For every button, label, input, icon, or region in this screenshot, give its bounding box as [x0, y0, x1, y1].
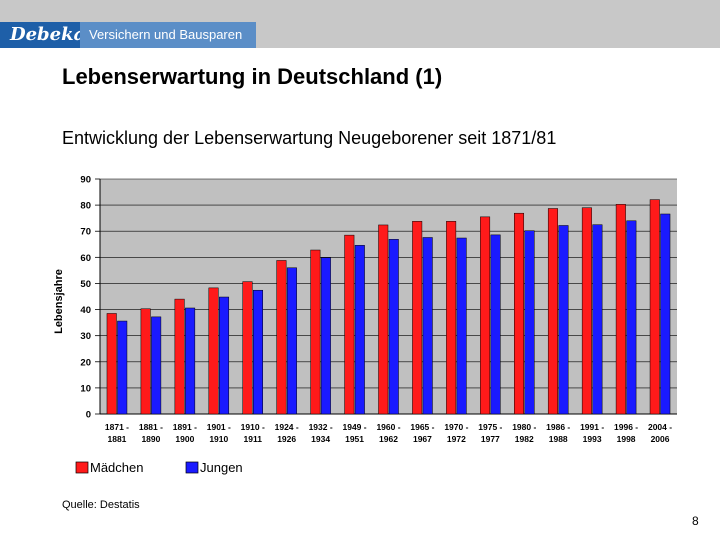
- x-tick-label: 1911: [244, 434, 263, 444]
- x-tick-label: 1951: [345, 434, 364, 444]
- y-tick-label: 20: [80, 357, 91, 368]
- x-tick-label: 1910 -: [241, 422, 265, 432]
- y-tick-label: 0: [86, 410, 91, 421]
- bar-jungen: [558, 225, 569, 415]
- page-number: 8: [692, 514, 699, 528]
- x-tick-label: 1901 -: [207, 422, 231, 432]
- x-tick-label: 1910: [209, 434, 228, 444]
- x-tick-label: 1982: [515, 434, 534, 444]
- x-tick-label: 1993: [583, 434, 602, 444]
- x-tick-label: 1980 -: [512, 422, 536, 432]
- x-tick-label: 1890: [141, 434, 160, 444]
- bar-maedchen: [615, 204, 626, 415]
- bar-maedchen: [581, 207, 592, 415]
- bar-jungen: [252, 289, 263, 415]
- x-tick-label: 1977: [481, 434, 500, 444]
- bar-maedchen: [378, 224, 389, 415]
- life-expectancy-chart: 0 10 20 30 40 50 60 70 80 90 Lebensjahre 1871 - 1881…: [53, 175, 677, 475]
- header-bar: Debeka Versichern und Bausparen: [0, 0, 720, 48]
- x-tick-label: 1996 -: [614, 422, 638, 432]
- x-tick-label: 1967: [413, 434, 432, 444]
- chart-title: Entwicklung der Lebenserwartung Neugebor…: [62, 128, 557, 148]
- x-tick-label: 1924 -: [275, 422, 299, 432]
- bar-jungen: [185, 307, 196, 415]
- legend-swatch-maedchen: [75, 461, 89, 474]
- x-tick-label: 1965 -: [410, 422, 434, 432]
- x-tick-label: 1932 -: [309, 422, 333, 432]
- plot-area: [100, 179, 677, 414]
- x-tick-label: 2004 -: [648, 422, 672, 432]
- bar-maedchen: [446, 221, 457, 415]
- x-tick-label: 1960 -: [376, 422, 400, 432]
- y-tick-label: 50: [80, 279, 91, 290]
- bar-maedchen: [310, 249, 321, 415]
- x-tick-label: 1998: [617, 434, 636, 444]
- bar-maedchen: [174, 298, 185, 415]
- y-tick-label: 60: [80, 253, 91, 264]
- bar-jungen: [456, 237, 467, 415]
- bar-maedchen: [412, 221, 423, 415]
- bar-maedchen: [276, 260, 287, 415]
- bar-jungen: [219, 296, 230, 415]
- bar-maedchen: [649, 199, 660, 415]
- y-tick-label: 40: [80, 305, 91, 316]
- bar-jungen: [524, 230, 535, 415]
- y-tick-label: 70: [80, 227, 91, 238]
- bar-jungen: [592, 224, 603, 415]
- x-tick-label: 1934: [311, 434, 330, 444]
- x-tick-label: 2006: [651, 434, 670, 444]
- bar-jungen: [422, 237, 433, 415]
- x-tick-label: 1881 -: [139, 422, 163, 432]
- bar-maedchen: [140, 308, 151, 415]
- bar-jungen: [151, 316, 162, 415]
- x-tick-label: 1871 -: [105, 422, 129, 432]
- x-tick-label: 1881: [108, 434, 127, 444]
- bar-maedchen: [344, 234, 355, 415]
- legend-label-maedchen: Mädchen: [90, 460, 143, 475]
- x-tick-label: 1975 -: [478, 422, 502, 432]
- bar-jungen: [117, 320, 128, 415]
- x-tick-label: 1900: [175, 434, 194, 444]
- x-tick-label: 1970 -: [444, 422, 468, 432]
- x-tick-label: 1926: [277, 434, 296, 444]
- brand-tagline: Versichern und Bausparen: [80, 22, 256, 48]
- brand-logo: Debeka: [0, 22, 85, 48]
- bar-jungen: [354, 245, 365, 415]
- y-tick-label: 10: [80, 383, 91, 394]
- y-axis-label: Lebensjahre: [53, 269, 65, 334]
- bar-maedchen: [514, 212, 525, 415]
- x-tick-label: 1972: [447, 434, 466, 444]
- bar-maedchen: [106, 313, 117, 415]
- y-tick-label: 30: [80, 331, 91, 342]
- y-tick-label: 80: [80, 201, 91, 212]
- bar-jungen: [626, 220, 637, 415]
- bar-jungen: [490, 234, 501, 415]
- legend-swatch-jungen: [185, 461, 199, 474]
- bar-maedchen: [208, 287, 219, 415]
- bar-jungen: [286, 267, 297, 415]
- slide-title: Lebenserwartung in Deutschland (1): [62, 64, 443, 89]
- source-note: Quelle: Destatis: [62, 499, 140, 511]
- x-tick-label: 1986 -: [546, 422, 570, 432]
- bar-jungen: [660, 213, 671, 415]
- bar-maedchen: [547, 208, 558, 415]
- y-tick-label: 90: [80, 175, 91, 186]
- x-tick-label: 1991 -: [580, 422, 604, 432]
- legend-label-jungen: Jungen: [200, 460, 243, 475]
- bar-maedchen: [242, 281, 253, 415]
- bar-jungen: [320, 257, 331, 415]
- x-tick-label: 1962: [379, 434, 398, 444]
- x-tick-label: 1891 -: [173, 422, 197, 432]
- bar-jungen: [388, 239, 399, 415]
- x-tick-label: 1949 -: [343, 422, 367, 432]
- bar-maedchen: [480, 216, 491, 415]
- x-tick-label: 1988: [549, 434, 568, 444]
